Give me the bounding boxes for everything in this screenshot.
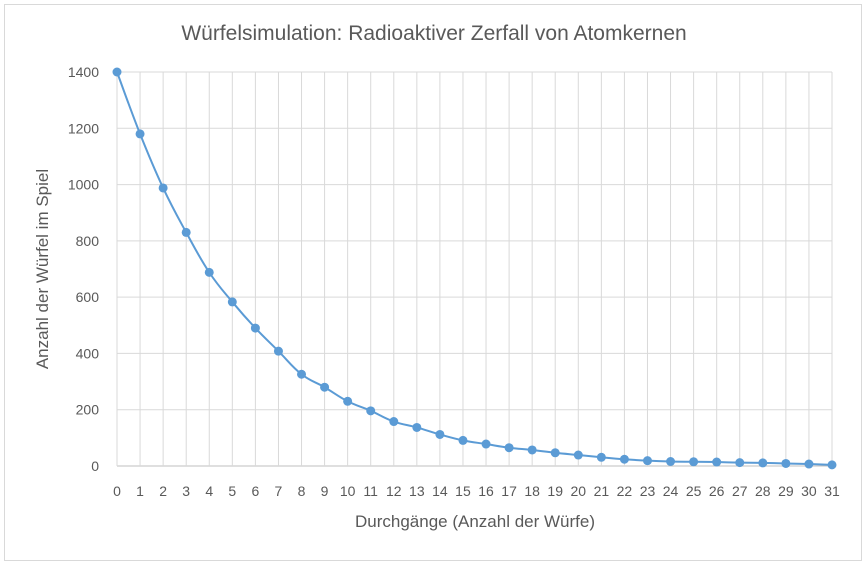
x-tick-label: 30 bbox=[801, 483, 817, 499]
x-tick-label: 9 bbox=[321, 483, 329, 499]
y-tick-label: 1000 bbox=[68, 177, 99, 193]
x-tick-label: 23 bbox=[640, 483, 656, 499]
x-tick-label: 13 bbox=[409, 483, 425, 499]
x-tick-label: 7 bbox=[275, 483, 283, 499]
x-tick-label: 18 bbox=[524, 483, 540, 499]
data-point bbox=[181, 227, 191, 237]
chart-frame bbox=[4, 4, 862, 561]
x-tick-label: 24 bbox=[663, 483, 679, 499]
x-tick-label: 11 bbox=[363, 483, 378, 499]
y-tick-label: 1400 bbox=[68, 64, 99, 80]
x-tick-label: 21 bbox=[594, 483, 610, 499]
x-tick-label: 8 bbox=[298, 483, 306, 499]
data-point bbox=[389, 417, 399, 427]
data-point bbox=[273, 346, 283, 356]
y-tick-label: 600 bbox=[76, 289, 100, 305]
data-point bbox=[343, 396, 353, 406]
series-layer bbox=[112, 67, 837, 470]
data-point bbox=[112, 67, 122, 77]
gridlines bbox=[116, 71, 833, 467]
data-point bbox=[804, 459, 814, 469]
x-tick-label: 3 bbox=[182, 483, 190, 499]
data-point bbox=[689, 457, 699, 467]
series-line bbox=[116, 71, 833, 466]
y-tick-label: 0 bbox=[91, 458, 99, 474]
data-point bbox=[827, 460, 837, 470]
data-point bbox=[550, 448, 560, 458]
x-tick-label: 5 bbox=[228, 483, 236, 499]
x-tick-label: 4 bbox=[205, 483, 213, 499]
y-axis-label: Anzahl der Würfel im Spiel bbox=[33, 169, 52, 369]
data-point bbox=[527, 445, 537, 455]
y-axis-ticks: 0 200 400 600 800 1000 1200 1400 bbox=[68, 64, 99, 474]
data-point bbox=[573, 450, 583, 460]
x-tick-label: 22 bbox=[617, 483, 633, 499]
data-point bbox=[735, 458, 745, 468]
x-tick-label: 20 bbox=[571, 483, 587, 499]
data-point bbox=[412, 422, 422, 432]
x-tick-label: 15 bbox=[455, 483, 471, 499]
data-point bbox=[458, 435, 468, 445]
data-point bbox=[712, 457, 722, 467]
x-axis-ticks: 0 1 2 3 4 5 6 7 8 9 10 11 12 13 14 15 16 17 18 19 20 21 22 23 24… bbox=[113, 483, 840, 499]
data-point bbox=[481, 439, 491, 449]
data-point bbox=[227, 297, 237, 307]
data-point bbox=[435, 429, 445, 439]
x-tick-label: 29 bbox=[778, 483, 794, 499]
y-tick-label: 1200 bbox=[68, 120, 99, 136]
data-point bbox=[250, 323, 260, 333]
data-point bbox=[781, 458, 791, 468]
data-point bbox=[504, 443, 514, 453]
y-tick-label: 400 bbox=[76, 345, 100, 361]
x-tick-label: 16 bbox=[478, 483, 494, 499]
x-tick-label: 0 bbox=[113, 483, 121, 499]
x-tick-label: 14 bbox=[432, 483, 448, 499]
x-tick-label: 26 bbox=[709, 483, 725, 499]
data-point bbox=[158, 183, 168, 193]
x-tick-label: 28 bbox=[755, 483, 771, 499]
x-tick-label: 19 bbox=[547, 483, 563, 499]
x-tick-label: 12 bbox=[386, 483, 402, 499]
x-tick-label: 2 bbox=[159, 483, 167, 499]
data-point bbox=[135, 129, 145, 139]
x-tick-label: 10 bbox=[340, 483, 356, 499]
data-point bbox=[758, 458, 768, 468]
y-tick-label: 200 bbox=[76, 402, 100, 418]
x-tick-label: 17 bbox=[501, 483, 517, 499]
data-point bbox=[619, 454, 629, 464]
data-point bbox=[204, 267, 214, 277]
x-tick-label: 1 bbox=[136, 483, 144, 499]
data-point bbox=[297, 369, 307, 379]
data-point bbox=[666, 456, 676, 466]
data-point bbox=[366, 406, 376, 416]
data-point bbox=[596, 452, 606, 462]
y-tick-label: 800 bbox=[76, 233, 100, 249]
data-point bbox=[642, 456, 652, 466]
data-point bbox=[320, 382, 330, 392]
x-tick-label: 27 bbox=[732, 483, 748, 499]
chart-title: Würfelsimulation: Radioaktiver Zerfall v… bbox=[181, 22, 686, 45]
x-tick-label: 25 bbox=[686, 483, 702, 499]
x-tick-label: 31 bbox=[824, 483, 840, 499]
x-tick-label: 6 bbox=[251, 483, 259, 499]
x-axis-label: Durchgänge (Anzahl der Würfe) bbox=[355, 512, 595, 531]
